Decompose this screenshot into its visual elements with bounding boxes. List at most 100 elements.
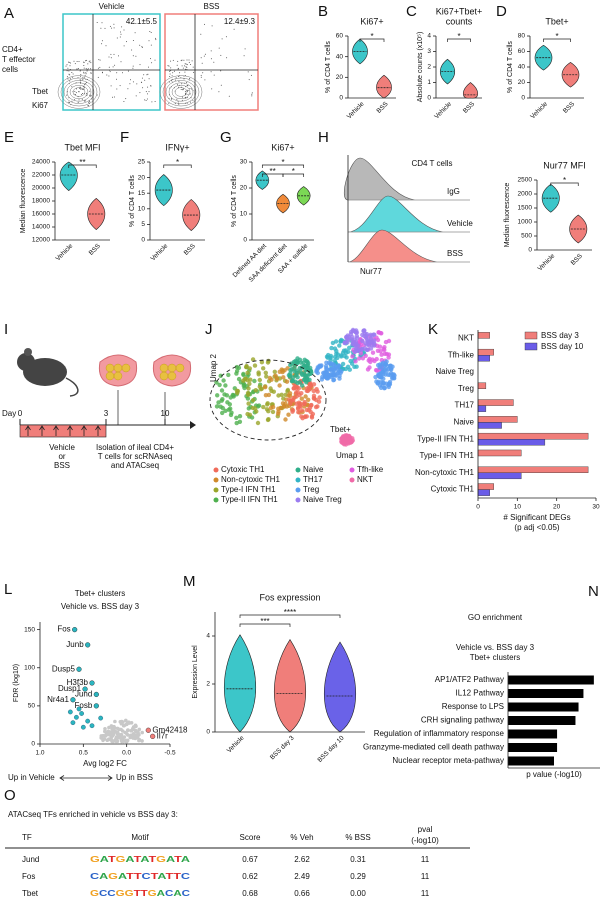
event-dot (220, 54, 222, 56)
event-dot (83, 65, 85, 66)
term-label: CRH signaling pathway (421, 716, 504, 725)
event-dot (229, 21, 231, 23)
event-dot (85, 68, 87, 69)
event-dot (147, 93, 148, 95)
cell-dot (218, 373, 223, 378)
event-dot (120, 61, 122, 63)
event-dot (129, 83, 131, 85)
dose-arrow (95, 425, 101, 436)
event-dot (155, 37, 157, 39)
contour (168, 82, 194, 102)
y-axis-label: Median fluorescence (504, 183, 511, 248)
cell-dot (311, 393, 317, 398)
event-dot (69, 65, 71, 67)
background-gene (70, 720, 76, 726)
event-dot (79, 70, 81, 72)
y-axis-label: Tbet (32, 87, 49, 96)
cell-dot (371, 332, 376, 337)
cell-dot (221, 378, 226, 383)
cell-dot (276, 406, 281, 411)
cell-dot (263, 393, 269, 398)
event-dot (183, 65, 185, 67)
legend-label: BSS day 3 (541, 331, 579, 340)
event-dot (82, 79, 84, 81)
event-dot (186, 66, 188, 68)
panel-letter: C (406, 3, 417, 20)
cell-dot (335, 367, 341, 372)
event-dot (251, 95, 253, 97)
event-dot (87, 105, 89, 106)
cell-dot (326, 352, 331, 358)
condition-label: BSS (203, 2, 219, 11)
y-tick-label: 0 (339, 95, 343, 102)
event-dot (67, 78, 69, 80)
cell-dot (295, 375, 300, 380)
column-header: Score (240, 833, 261, 842)
y-axis-label: % of CD4 T cells (129, 175, 136, 227)
event-dot (132, 81, 134, 83)
cell-dot (349, 361, 355, 366)
significance-bracket (550, 182, 579, 186)
cell-dot (297, 380, 302, 385)
treatment-label: or (58, 452, 65, 461)
gene-point (150, 733, 156, 739)
cell-dot (250, 405, 255, 411)
cell-dot (376, 330, 381, 335)
significance-label: **** (284, 608, 296, 617)
event-dot (193, 71, 195, 73)
cell-dot (363, 353, 368, 358)
bar (477, 466, 589, 474)
event-dot (150, 58, 151, 60)
legend-swatch (295, 467, 301, 473)
background-gene (79, 711, 84, 716)
event-dot (154, 101, 156, 102)
y-tick-label: 2000 (518, 191, 533, 198)
event-dot (111, 27, 113, 29)
legend-label: Cytoxic TH1 (221, 465, 265, 474)
event-dot (171, 98, 173, 100)
background-gene (140, 730, 144, 735)
cell-dot (381, 376, 386, 381)
cell-dot (353, 349, 358, 354)
event-dot (169, 70, 170, 72)
event-dot (247, 71, 249, 73)
intestine-loop (105, 371, 115, 381)
cell-dot (285, 387, 291, 393)
cell-dot (298, 369, 303, 374)
background-gene (105, 738, 110, 742)
column-header: pval (418, 825, 433, 834)
panel-letter: D (496, 3, 507, 20)
panel-letter: O (4, 787, 16, 804)
panel-letter: B (318, 3, 328, 20)
y-tick-label: Type-I IFN TH1 (419, 451, 474, 460)
contour (171, 84, 191, 100)
gene-label: Il7r (157, 731, 168, 740)
cell-dot (368, 346, 374, 351)
event-dot (185, 63, 187, 65)
cell-dot (245, 378, 250, 383)
event-dot (172, 72, 174, 74)
event-dot (200, 33, 202, 35)
event-dot (73, 99, 75, 101)
event-dot (139, 92, 141, 94)
event-dot (180, 60, 182, 62)
background-gene (124, 718, 128, 723)
event-dot (99, 66, 101, 68)
event-dot (192, 99, 194, 101)
event-dot (202, 72, 204, 74)
significance-bracket (447, 38, 471, 42)
event-dot (218, 91, 220, 93)
legend-swatch (295, 497, 301, 503)
table-cell: 0.66 (294, 889, 310, 898)
cell-dot (350, 327, 356, 333)
cell-dot (294, 394, 299, 399)
bar (508, 729, 558, 739)
event-dot (69, 74, 71, 76)
cell-dot (300, 383, 305, 388)
cell-dot (364, 331, 369, 337)
cell-dot (360, 338, 365, 343)
background-gene (102, 737, 107, 741)
cell-dot (339, 337, 344, 343)
cell-dot (386, 355, 391, 360)
event-dot (116, 37, 118, 39)
